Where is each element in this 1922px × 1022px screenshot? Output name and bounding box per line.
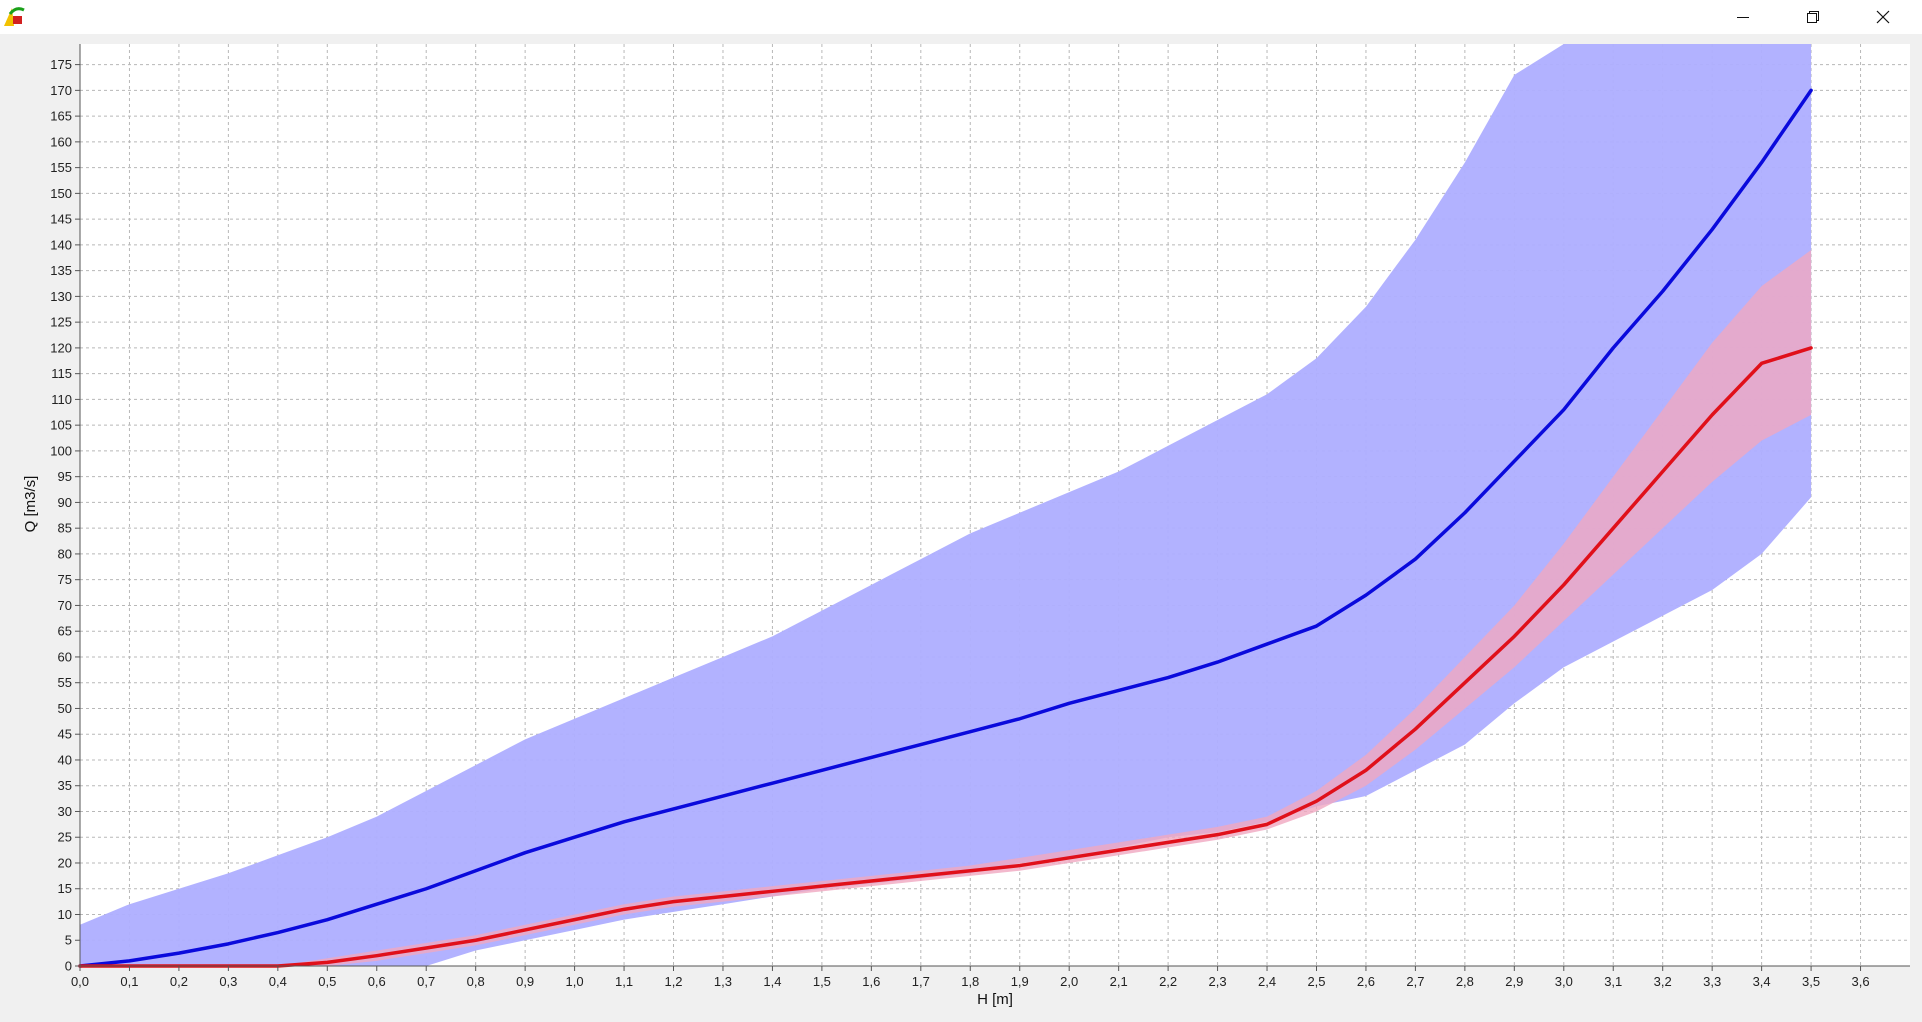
x-tick-label: 1,1 <box>615 974 633 989</box>
x-tick-label: 2,5 <box>1307 974 1325 989</box>
x-tick-label: 1,3 <box>714 974 732 989</box>
y-tick-label: 160 <box>50 134 72 149</box>
y-tick-label: 140 <box>50 237 72 252</box>
y-tick-label: 105 <box>50 418 72 433</box>
y-tick-label: 115 <box>51 366 72 381</box>
x-tick-label: 2,9 <box>1505 974 1523 989</box>
x-tick-label: 2,3 <box>1209 974 1227 989</box>
x-tick-label: 0,0 <box>71 974 89 989</box>
y-tick-label: 65 <box>58 624 72 639</box>
restore-button[interactable] <box>1790 0 1836 34</box>
x-tick-label: 2,6 <box>1357 974 1375 989</box>
y-tick-label: 80 <box>58 546 72 561</box>
y-tick-label: 165 <box>50 109 72 124</box>
y-tick-label: 40 <box>58 752 72 767</box>
x-tick-label: 3,2 <box>1654 974 1672 989</box>
x-tick-label: 1,7 <box>912 974 930 989</box>
x-tick-label: 1,8 <box>961 974 979 989</box>
x-tick-label: 0,5 <box>318 974 336 989</box>
x-tick-label: 0,9 <box>516 974 534 989</box>
x-tick-label: 3,3 <box>1703 974 1721 989</box>
y-tick-label: 130 <box>50 289 72 304</box>
x-tick-label: 1,6 <box>862 974 880 989</box>
y-tick-label: 125 <box>50 315 72 330</box>
x-tick-label: 3,4 <box>1753 974 1771 989</box>
y-tick-label: 10 <box>58 907 72 922</box>
y-tick-label: 35 <box>58 778 72 793</box>
title-bar <box>0 0 1922 34</box>
confidence-bands <box>80 44 1812 967</box>
y-tick-label: 120 <box>50 340 72 355</box>
y-tick-label: 145 <box>50 212 72 227</box>
x-tick-label: 3,1 <box>1604 974 1622 989</box>
x-tick-label: 0,8 <box>467 974 485 989</box>
x-tick-label: 2,0 <box>1060 974 1078 989</box>
y-tick-label: 90 <box>58 495 72 510</box>
restore-icon <box>1807 11 1819 23</box>
x-tick-label: 3,0 <box>1555 974 1573 989</box>
blue-series-line <box>78 88 1813 968</box>
y-tick-label: 95 <box>58 469 72 484</box>
x-tick-label: 3,6 <box>1852 974 1870 989</box>
y-tick-label: 50 <box>58 701 72 716</box>
y-tick-label: 70 <box>58 598 72 613</box>
x-tick-label: 2,8 <box>1456 974 1474 989</box>
y-tick-label: 30 <box>58 804 72 819</box>
x-tick-label: 2,7 <box>1406 974 1424 989</box>
y-tick-label: 110 <box>51 392 72 407</box>
blue-uncertainty-band <box>80 44 1812 966</box>
x-axis-label: H [m] <box>977 991 1013 1008</box>
close-icon <box>1876 10 1890 24</box>
x-tick-label: 2,4 <box>1258 974 1276 989</box>
close-button[interactable] <box>1860 0 1906 34</box>
y-tick-label: 100 <box>50 443 72 458</box>
y-tick-label: 85 <box>58 521 72 536</box>
x-tick-label: 1,4 <box>763 974 781 989</box>
x-tick-label: 1,9 <box>1011 974 1029 989</box>
y-tick-label: 15 <box>58 881 72 896</box>
y-tick-label: 5 <box>65 933 72 948</box>
y-tick-label: 75 <box>58 572 72 587</box>
x-tick-label: 1,0 <box>566 974 584 989</box>
y-tick-label: 0 <box>65 959 72 974</box>
minimize-button[interactable] <box>1720 0 1766 34</box>
y-tick-label: 150 <box>50 186 72 201</box>
y-tick-label: 55 <box>58 675 72 690</box>
x-tick-label: 2,2 <box>1159 974 1177 989</box>
x-tick-label: 0,2 <box>170 974 188 989</box>
x-tick-label: 3,5 <box>1802 974 1820 989</box>
y-tick-label: 60 <box>58 649 72 664</box>
red-series-line <box>78 346 1813 968</box>
series-lines <box>78 88 1813 968</box>
x-tick-label: 0,7 <box>417 974 435 989</box>
app-logo-icon <box>4 7 25 26</box>
x-tick-label: 0,3 <box>219 974 237 989</box>
y-tick-label: 25 <box>58 830 72 845</box>
y-tick-label: 20 <box>58 855 72 870</box>
x-tick-label: 0,1 <box>120 974 138 989</box>
x-tick-label: 0,4 <box>269 974 287 989</box>
chart-area: 0,0 0,1 0,2 0,3 0,4 0,5 0,6 0,7 0,8 0,9 1,0 1,1 1,2 1… <box>0 34 1922 1017</box>
minimize-icon <box>1737 17 1749 18</box>
x-tick-labels: 0,0 0,1 0,2 0,3 0,4 0,5 0,6 0,7 0,8 0,9 1,0 1,1 1,2 1… <box>71 966 1870 989</box>
x-tick-label: 0,6 <box>368 974 386 989</box>
y-tick-label: 155 <box>50 160 72 175</box>
y-axis-label: Q [m3/s] <box>22 476 39 533</box>
x-tick-label: 1,2 <box>664 974 682 989</box>
y-tick-labels: 0 5 10 15 20 25 30 35 40 45 50 55 60 65 70 75 80 85 90 95 10… <box>50 57 80 974</box>
y-tick-label: 170 <box>50 83 72 98</box>
x-tick-label: 1,5 <box>813 974 831 989</box>
y-tick-label: 135 <box>50 263 72 278</box>
y-tick-label: 175 <box>50 57 72 72</box>
y-tick-label: 45 <box>58 727 72 742</box>
x-tick-label: 2,1 <box>1110 974 1128 989</box>
rating-curve-chart: 0,0 0,1 0,2 0,3 0,4 0,5 0,6 0,7 0,8 0,9 1,0 1,1 1,2 1… <box>22 44 1910 1008</box>
